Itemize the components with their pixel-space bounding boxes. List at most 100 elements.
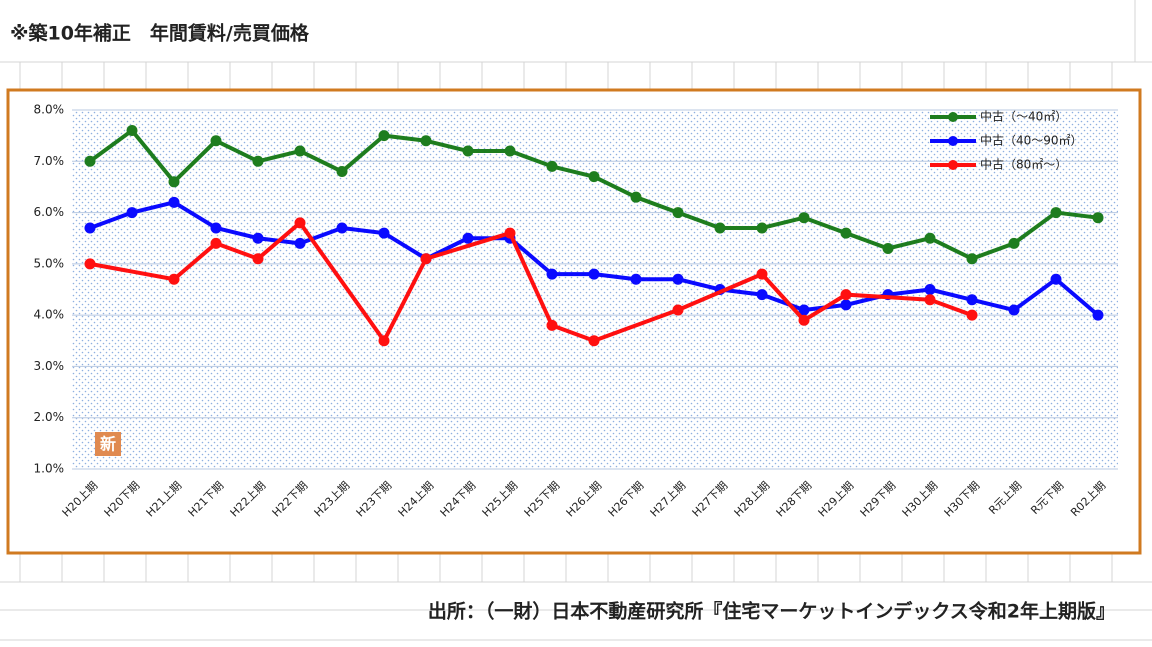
- data-point: [420, 135, 432, 147]
- data-point: [336, 222, 348, 234]
- data-point: [462, 232, 474, 244]
- data-point: [798, 304, 810, 316]
- data-point: [1092, 309, 1104, 321]
- data-point: [168, 176, 180, 188]
- series-line: [256, 221, 302, 261]
- data-point: [1008, 237, 1020, 249]
- series-line: [929, 236, 973, 261]
- series-line: [761, 292, 805, 312]
- series-line: [130, 129, 176, 184]
- legend-swatch-dot: [948, 160, 958, 170]
- data-point: [252, 155, 264, 167]
- data-point: [168, 273, 180, 285]
- data-point: [840, 299, 852, 311]
- data-point: [168, 196, 180, 208]
- data-point: [462, 145, 474, 157]
- data-point: [924, 294, 936, 306]
- y-tick-label: 5.0%: [34, 256, 65, 270]
- heading: ※築10年補正 年間賃料/売買価格: [10, 22, 310, 45]
- series-line: [1012, 210, 1058, 245]
- data-point: [588, 268, 600, 280]
- series-line: [131, 200, 175, 215]
- legend-swatch-dot: [948, 136, 958, 146]
- data-point: [840, 289, 852, 301]
- series-line: [760, 272, 806, 322]
- series-line: [1012, 277, 1058, 312]
- data-point: [588, 335, 600, 347]
- data-point: [588, 171, 600, 183]
- data-point: [672, 273, 684, 285]
- y-tick-label: 7.0%: [34, 154, 65, 168]
- y-tick-label: 6.0%: [34, 205, 65, 219]
- series-line: [425, 138, 469, 153]
- series-line: [215, 138, 259, 164]
- series-line: [172, 241, 218, 281]
- data-point: [84, 222, 96, 234]
- series-line: [382, 231, 428, 261]
- badge: 新: [100, 435, 116, 454]
- series-line: [677, 272, 763, 312]
- series-line: [89, 210, 133, 230]
- series-line: [551, 323, 595, 343]
- series-line: [761, 215, 805, 230]
- data-point: [210, 135, 222, 147]
- series-line: [340, 134, 386, 174]
- badge-box: [95, 432, 121, 456]
- series-line: [1055, 210, 1099, 220]
- data-point: [546, 319, 558, 331]
- data-point: [378, 227, 390, 239]
- data-point: [294, 237, 306, 249]
- data-point: [630, 191, 642, 203]
- data-point: [672, 207, 684, 219]
- data-point: [126, 207, 138, 219]
- series-line: [803, 215, 847, 235]
- data-point: [546, 268, 558, 280]
- plot-area: [72, 110, 1118, 469]
- data-point: [714, 222, 726, 234]
- y-tick-label: 2.0%: [34, 410, 65, 424]
- data-point: [1050, 273, 1062, 285]
- series-line: [802, 292, 848, 322]
- data-point: [294, 217, 306, 229]
- series-line: [971, 241, 1015, 261]
- data-point: [840, 227, 852, 239]
- series-line: [635, 195, 679, 215]
- legend-label: 中古（40～90㎡）: [980, 133, 1083, 148]
- data-point: [210, 222, 222, 234]
- series-line: [299, 226, 343, 246]
- series-line: [425, 231, 511, 261]
- data-point: [84, 258, 96, 270]
- data-point: [420, 253, 432, 265]
- series-line: [215, 241, 259, 261]
- series-line: [593, 308, 679, 343]
- series-line: [677, 277, 721, 292]
- data-point: [756, 289, 768, 301]
- y-tick-label: 3.0%: [34, 359, 65, 373]
- series-line: [508, 232, 554, 327]
- data-point: [294, 145, 306, 157]
- series-line: [172, 139, 218, 184]
- series-line: [677, 210, 721, 230]
- data-point: [1050, 207, 1062, 219]
- series-line: [929, 287, 973, 302]
- data-point: [630, 273, 642, 285]
- data-point: [1008, 304, 1020, 316]
- data-point: [252, 253, 264, 265]
- series-line: [551, 164, 595, 179]
- series-line: [845, 231, 889, 251]
- data-point: [924, 232, 936, 244]
- y-tick-label: 1.0%: [34, 462, 65, 476]
- data-point: [882, 242, 894, 254]
- series-line: [299, 149, 343, 174]
- data-point: [924, 284, 936, 295]
- y-tick-label: 8.0%: [34, 103, 65, 117]
- series-line: [88, 128, 134, 163]
- data-point: [84, 155, 96, 167]
- series-line: [845, 292, 931, 302]
- data-point: [756, 268, 768, 280]
- series-line: [298, 221, 386, 342]
- series-line: [593, 174, 637, 199]
- data-point: [1092, 212, 1104, 224]
